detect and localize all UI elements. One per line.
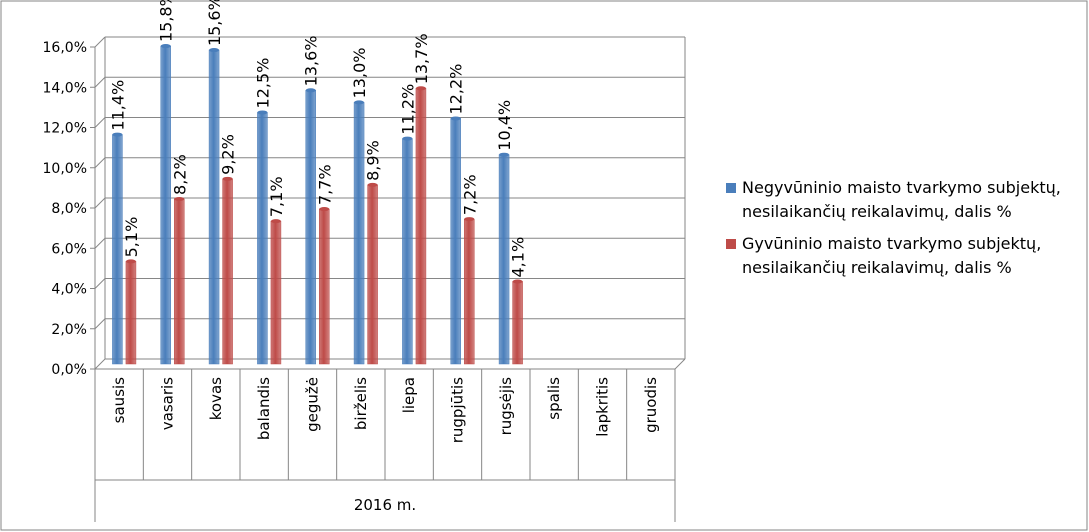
data-label: 4,1%: [509, 237, 528, 278]
grid-line-side: [94, 197, 106, 209]
bar-cap: [174, 196, 185, 201]
y-tick-label: 6,0%: [51, 241, 87, 257]
data-label: 7,1%: [267, 176, 286, 217]
grid-line-side: [94, 36, 106, 48]
y-tick-label: 10,0%: [43, 161, 87, 177]
data-label: 13,6%: [302, 35, 321, 86]
data-label: 15,6%: [205, 0, 224, 46]
bar: [512, 281, 523, 365]
x-tick-label: gegužė: [304, 377, 322, 432]
data-label: 12,2%: [447, 64, 466, 115]
x-tick-label: rugpjūtis: [449, 377, 467, 443]
y-tick-label: 0,0%: [51, 362, 87, 378]
bar: [125, 261, 137, 365]
bar: [257, 112, 268, 365]
legend: Negyvūninio maisto tvarkymo subjektų, ne…: [726, 176, 1086, 288]
bar: [208, 49, 220, 365]
data-label: 8,2%: [170, 154, 189, 195]
bar-cap: [305, 88, 316, 93]
bar-cap: [402, 136, 413, 141]
bar: [160, 45, 171, 365]
x-tick-label: birželis: [352, 377, 370, 430]
group-label: 2016 m.: [354, 496, 416, 514]
bar-cap: [464, 217, 475, 222]
bar: [270, 220, 282, 365]
y-tick-label: 8,0%: [51, 201, 87, 217]
bar-cap: [319, 207, 330, 212]
x-tick-label: vasaris: [159, 377, 177, 430]
grid-line-side: [94, 278, 106, 289]
data-label: 7,2%: [460, 174, 479, 215]
data-label: 11,2%: [398, 84, 417, 135]
bar-cap: [270, 219, 281, 224]
bar-cap: [367, 182, 378, 187]
bar-cap: [499, 152, 510, 157]
bar-cap: [415, 86, 426, 91]
bar-cap: [209, 48, 220, 53]
bar: [112, 134, 123, 365]
floor-right: [674, 358, 686, 370]
bar-cap: [222, 176, 233, 181]
bar-cap: [160, 44, 171, 49]
grid-line-side: [94, 157, 106, 169]
grid-line-side: [94, 117, 106, 128]
data-label: 13,7%: [412, 33, 431, 84]
data-label: 13,0%: [350, 48, 369, 99]
legend-label: Negyvūninio maisto tvarkymo subjektų, ne…: [742, 178, 1061, 221]
bar: [305, 90, 316, 365]
bar: [464, 218, 475, 365]
bar-cap: [257, 110, 268, 115]
legend-swatch: [726, 183, 736, 193]
data-label: 10,4%: [495, 100, 514, 151]
bar: [415, 88, 427, 365]
legend-swatch: [726, 239, 736, 249]
data-label: 12,5%: [253, 58, 272, 109]
grid-line-side: [94, 358, 106, 370]
bar: [367, 184, 378, 365]
bar: [222, 178, 233, 365]
bar: [353, 102, 365, 365]
y-tick-label: 12,0%: [43, 121, 87, 137]
grid-line-side: [94, 318, 106, 330]
data-label: 9,2%: [219, 134, 238, 175]
data-label: 11,4%: [108, 80, 127, 131]
bar: [402, 138, 413, 365]
legend-item: Gyvūninio maisto tvarkymo subjektų, nesi…: [726, 232, 1086, 280]
x-tick-label: gruodis: [642, 377, 660, 433]
x-tick-label: liepa: [400, 377, 418, 413]
x-tick-label: spalis: [545, 377, 563, 420]
legend-label: Gyvūninio maisto tvarkymo subjektų, nesi…: [742, 234, 1042, 277]
x-tick-label: lapkritis: [594, 377, 612, 437]
y-tick-label: 16,0%: [43, 40, 87, 56]
bar-cap: [450, 116, 461, 121]
x-tick-label: rugsėjis: [497, 377, 515, 436]
bar-cap: [512, 279, 523, 284]
bar-cap: [112, 132, 123, 137]
legend-item: Negyvūninio maisto tvarkymo subjektų, ne…: [726, 176, 1086, 224]
y-tick-label: 14,0%: [43, 80, 87, 96]
bar: [450, 118, 461, 365]
bar-cap: [354, 100, 365, 105]
data-label: 5,1%: [122, 217, 141, 258]
y-tick-label: 4,0%: [51, 282, 87, 298]
bar: [498, 154, 510, 365]
x-tick-label: kovas: [207, 377, 225, 420]
data-label: 15,8%: [157, 0, 176, 42]
y-tick-label: 2,0%: [51, 322, 87, 338]
grid-line-side: [94, 237, 106, 249]
x-tick-label: balandis: [255, 377, 273, 440]
bar: [174, 198, 185, 365]
grid-line-side: [94, 76, 106, 88]
data-label: 8,9%: [364, 140, 383, 181]
data-label: 7,7%: [315, 164, 334, 205]
bar-cap: [125, 259, 136, 264]
x-tick-label: sausis: [110, 377, 128, 423]
bar: [319, 208, 330, 365]
